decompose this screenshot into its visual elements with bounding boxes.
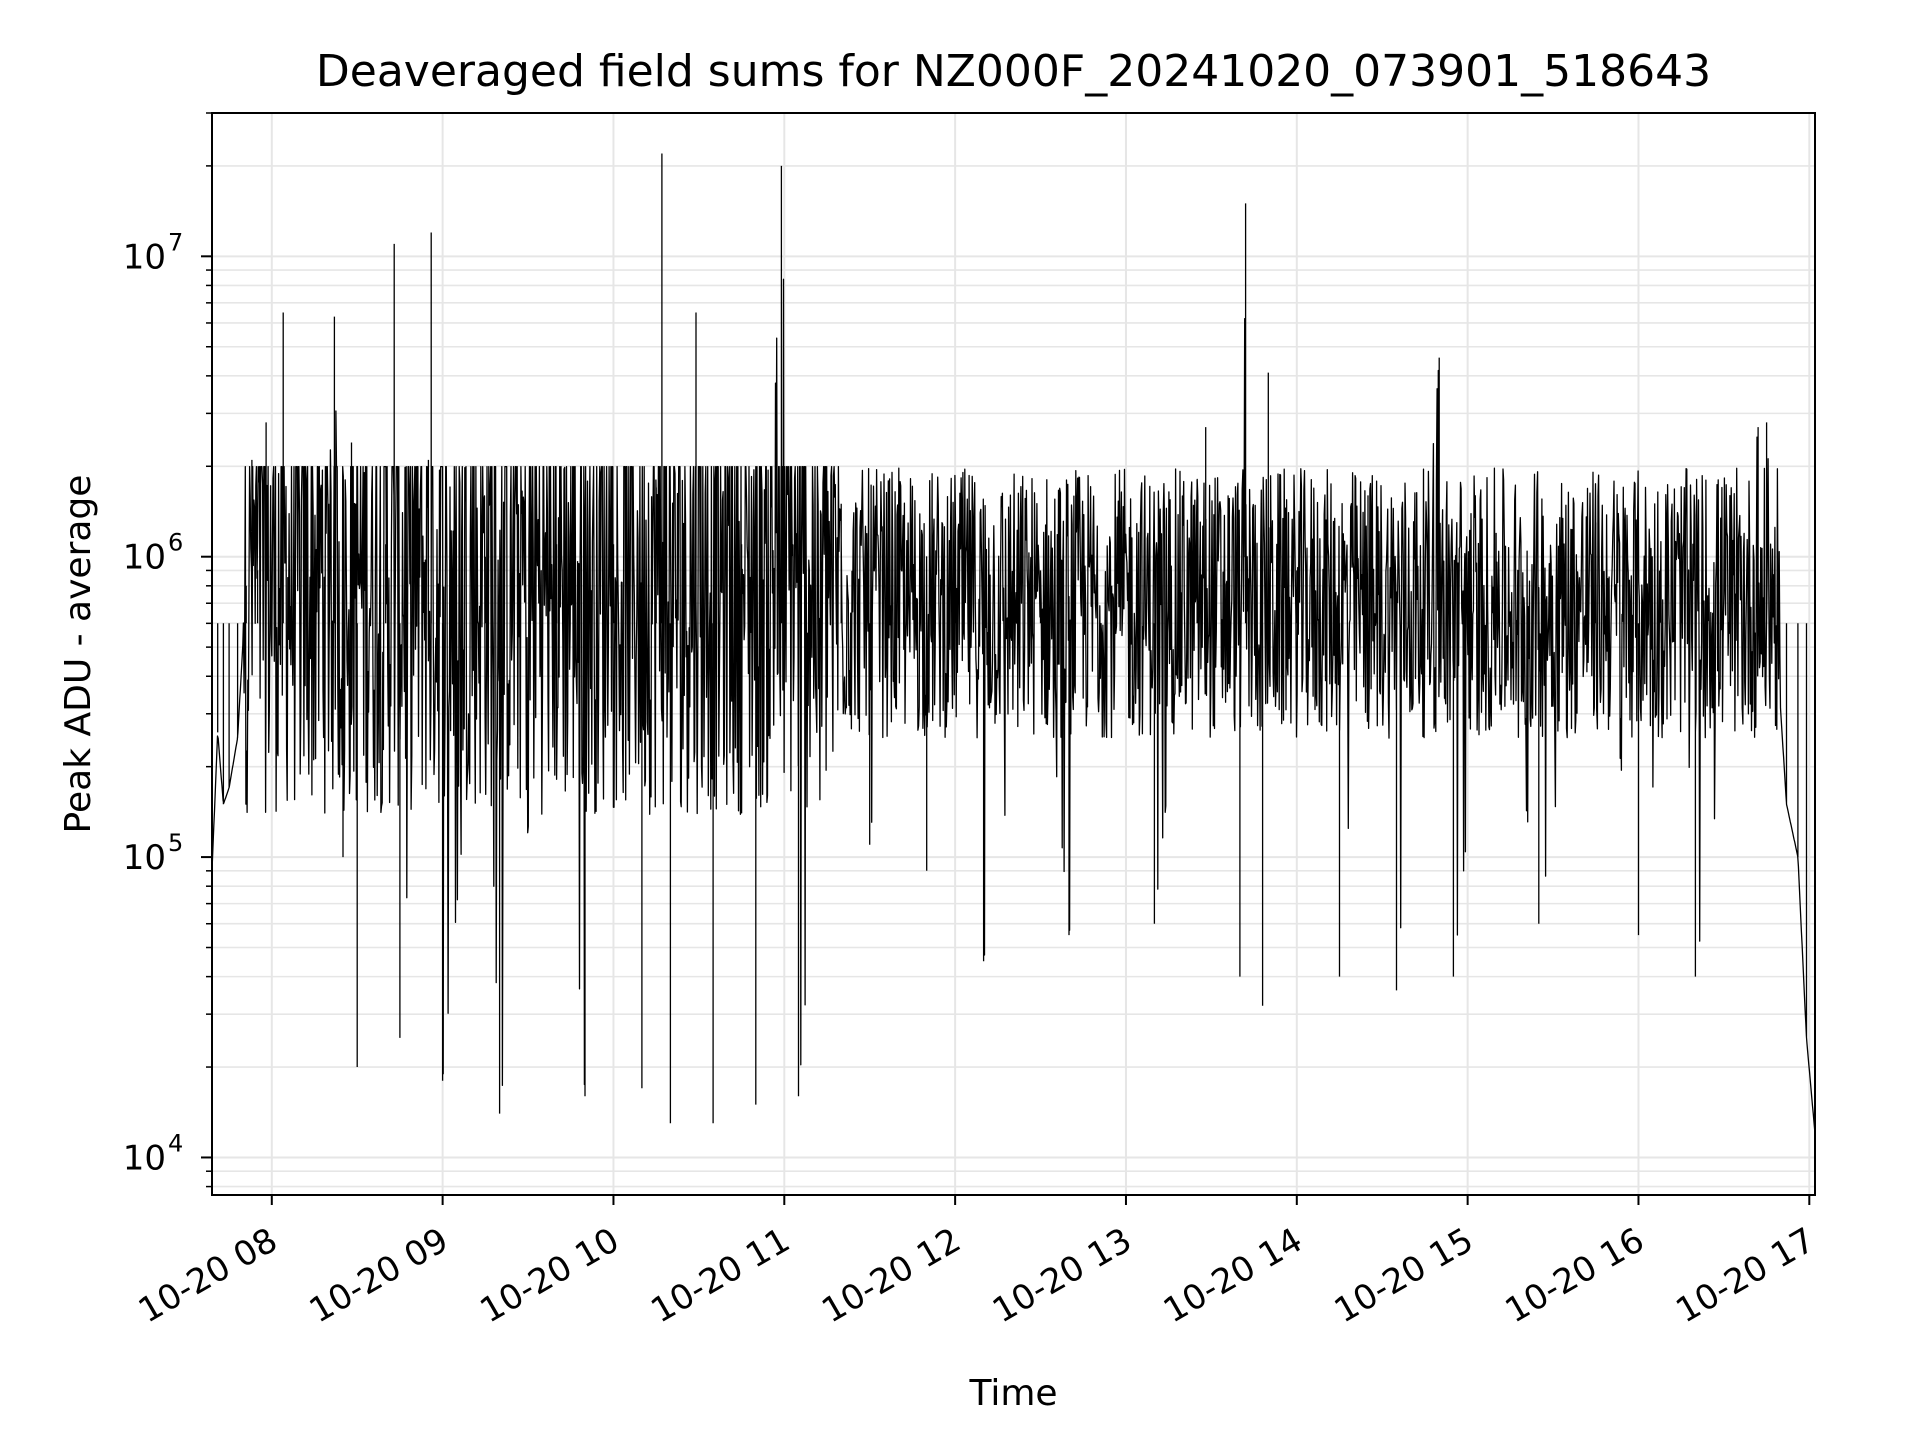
gridlines: [212, 112, 1815, 1195]
data-series: [211, 153, 1816, 1134]
x-axis-title: Time: [968, 1373, 1057, 1414]
y-tick-label: 10: [123, 237, 166, 277]
y-tick-label: 10: [123, 1138, 166, 1178]
y-tick-exponent: 4: [168, 1129, 183, 1157]
y-tick-exponent: 6: [168, 529, 183, 557]
y-axis-title: Peak ADU - average: [58, 475, 99, 834]
y-tick-label: 10: [123, 838, 166, 878]
y-tick-exponent: 7: [168, 228, 183, 256]
chart-title: Deaveraged field sums for NZ000F_2024102…: [316, 46, 1711, 97]
y-tick-exponent: 5: [168, 829, 183, 857]
plot-frame: [211, 112, 1816, 1196]
series-line: [211, 153, 1816, 1134]
y-tick-label: 10: [123, 538, 166, 578]
